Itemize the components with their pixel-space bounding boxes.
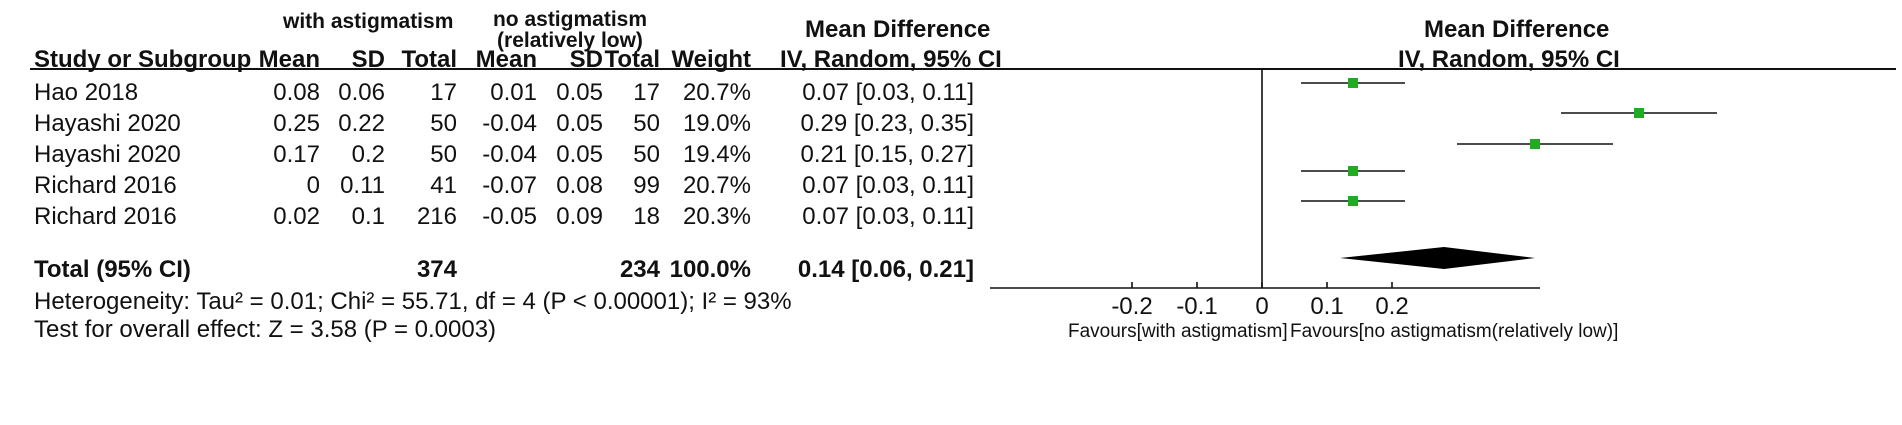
cell-weight: 19.0% bbox=[682, 110, 751, 137]
cell-ci: 0.21 [0.15, 0.27] bbox=[800, 141, 974, 168]
group2-header-line2: (relatively low) bbox=[497, 29, 643, 52]
cell-sd2: 0.05 bbox=[556, 141, 603, 168]
x-tick-label: 0 bbox=[1255, 293, 1268, 320]
total-label: Total (95% CI) bbox=[34, 256, 191, 283]
cell-total1: 17 bbox=[430, 79, 457, 106]
cell-ci: 0.29 [0.23, 0.35] bbox=[800, 110, 974, 137]
col-mean2: Mean bbox=[475, 46, 537, 73]
col-sd2: SD bbox=[569, 46, 603, 73]
total-n2: 234 bbox=[619, 256, 660, 283]
cell-total2: 99 bbox=[633, 172, 660, 199]
x-tick-label: -0.2 bbox=[1111, 293, 1152, 320]
cell-ci: 0.07 [0.03, 0.11] bbox=[802, 79, 974, 106]
cell-total1: 50 bbox=[430, 110, 457, 137]
pooled-diamond bbox=[1340, 247, 1535, 269]
cell-mean1: 0.17 bbox=[273, 141, 320, 168]
study-marker bbox=[1348, 196, 1358, 206]
cell-total1: 41 bbox=[430, 172, 457, 199]
col-weight: Weight bbox=[671, 46, 751, 73]
cell-mean2: 0.01 bbox=[490, 79, 537, 106]
cell-weight: 20.7% bbox=[682, 79, 751, 106]
x-tick-label: -0.1 bbox=[1176, 293, 1217, 320]
plot-header-title: Mean Difference bbox=[1424, 16, 1610, 43]
favours-right-label: Favours[no astigmatism(relatively low)] bbox=[1290, 321, 1619, 342]
cell-total2: 50 bbox=[633, 141, 660, 168]
header-divider bbox=[30, 68, 1896, 70]
study-marker bbox=[1530, 139, 1540, 149]
cell-name: Hao 2018 bbox=[34, 79, 139, 106]
cell-mean1: 0.02 bbox=[273, 203, 320, 230]
cell-total2: 18 bbox=[633, 203, 660, 230]
md-header-title: Mean Difference bbox=[805, 16, 991, 43]
cell-sd1: 0.22 bbox=[338, 110, 385, 137]
cell-weight: 20.3% bbox=[682, 203, 751, 230]
cell-ci: 0.07 [0.03, 0.11] bbox=[802, 172, 974, 199]
cell-mean1: 0.08 bbox=[273, 79, 320, 106]
study-marker bbox=[1348, 78, 1358, 88]
cell-mean1: 0.25 bbox=[273, 110, 320, 137]
cell-name: Hayashi 2020 bbox=[34, 141, 181, 168]
study-marker bbox=[1634, 108, 1644, 118]
cell-name: Richard 2016 bbox=[34, 203, 177, 230]
col-total2: Total bbox=[604, 46, 660, 73]
total-weight: 100.0% bbox=[669, 256, 751, 283]
cell-sd2: 0.08 bbox=[556, 172, 603, 199]
col-study: Study or Subgroup bbox=[34, 46, 252, 73]
col-sd1: SD bbox=[351, 46, 385, 73]
cell-name: Richard 2016 bbox=[34, 172, 177, 199]
heterogeneity-text: Heterogeneity: Tau² = 0.01; Chi² = 55.71… bbox=[34, 288, 792, 315]
col-total1: Total bbox=[401, 46, 457, 73]
cell-sd1: 0.06 bbox=[338, 79, 385, 106]
cell-sd1: 0.11 bbox=[340, 172, 385, 199]
cell-weight: 20.7% bbox=[682, 172, 751, 199]
total-n1: 374 bbox=[416, 256, 457, 283]
cell-total1: 50 bbox=[430, 141, 457, 168]
cell-sd1: 0.1 bbox=[351, 203, 385, 230]
overall-effect-text: Test for overall effect: Z = 3.58 (P = 0… bbox=[34, 316, 497, 343]
x-tick-label: 0.2 bbox=[1375, 293, 1408, 320]
cell-total2: 50 bbox=[633, 110, 660, 137]
col-md-method: IV, Random, 95% CI bbox=[780, 46, 1002, 73]
cell-weight: 19.4% bbox=[682, 141, 751, 168]
group1-header: with astigmatism bbox=[283, 10, 454, 33]
x-tick-label: 0.1 bbox=[1310, 293, 1343, 320]
group2-header-line1: no astigmatism bbox=[492, 8, 648, 31]
cell-sd2: 0.05 bbox=[556, 79, 603, 106]
cell-mean2: -0.04 bbox=[482, 141, 537, 168]
col-mean1: Mean bbox=[258, 46, 320, 73]
cell-mean2: -0.07 bbox=[482, 172, 537, 199]
cell-total1: 216 bbox=[416, 203, 457, 230]
cell-name: Hayashi 2020 bbox=[34, 110, 181, 137]
cell-sd2: 0.05 bbox=[556, 110, 603, 137]
plot-header-method: IV, Random, 95% CI bbox=[1398, 46, 1620, 73]
study-marker bbox=[1348, 166, 1358, 176]
cell-mean1: 0 bbox=[306, 172, 320, 199]
cell-mean2: -0.05 bbox=[482, 203, 537, 230]
cell-sd2: 0.09 bbox=[556, 203, 603, 230]
total-ci: 0.14 [0.06, 0.21] bbox=[797, 256, 974, 283]
cell-mean2: -0.04 bbox=[482, 110, 537, 137]
cell-ci: 0.07 [0.03, 0.11] bbox=[802, 203, 974, 230]
cell-total2: 17 bbox=[633, 79, 660, 106]
favours-left-label: Favours[with astigmatism] bbox=[1068, 321, 1288, 342]
cell-sd1: 0.2 bbox=[351, 141, 385, 168]
